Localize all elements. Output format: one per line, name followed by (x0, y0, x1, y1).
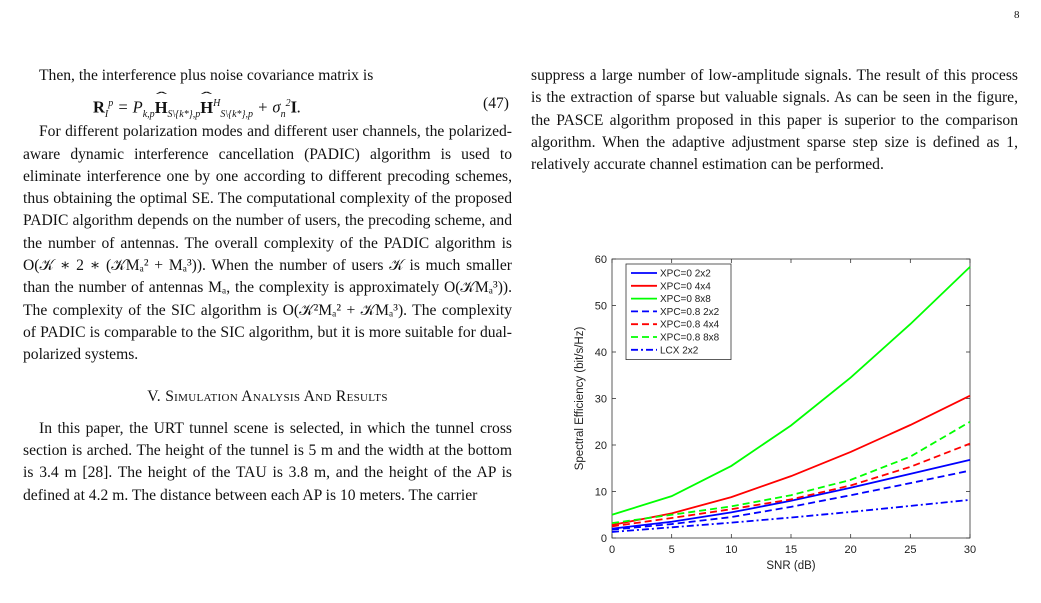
x-tick-label: 15 (785, 544, 797, 556)
equation-intro: Then, the interference plus noise covari… (39, 67, 374, 84)
equation-number: (47) (483, 95, 509, 113)
series-line-4 (611, 469, 971, 531)
legend-label: XPC=0.8 8x8 (660, 333, 720, 344)
equation-formula: RIp = Pk,pHS\{k*},pHHS\{k*},p + σn2I. (93, 93, 301, 126)
y-axis-label: Spectral Efficiency (bit/s/Hz) (574, 327, 586, 471)
legend-label: XPC=0 8x8 (660, 294, 711, 305)
x-tick-label: 25 (904, 544, 916, 556)
series-line-5 (611, 442, 971, 528)
series-line-2 (611, 394, 971, 526)
x-tick-label: 30 (964, 544, 976, 556)
results-paragraph: suppress a large number of low-amplitude… (531, 67, 1018, 174)
y-tick-label: 40 (595, 347, 607, 359)
legend-label: XPC=0 4x4 (660, 281, 711, 292)
spectral-efficiency-chart: 0 5 10 15 20 25 30 0 10 20 30 40 50 60 SNR (dB) Spectra… (574, 254, 976, 572)
legend-label: XPC=0 2x2 (660, 269, 711, 280)
legend-label: XPC=0.8 2x2 (660, 307, 720, 318)
page-number: 8 (1014, 9, 1020, 21)
legend-label: XPC=0.8 4x4 (660, 320, 720, 331)
equation-47: RIp = Pk,pHS\{k*},pHHS\{k*},p + σn2I. (4… (23, 87, 512, 121)
section-heading: V. Simulation Analysis And Results (147, 387, 388, 405)
series-line-3 (611, 266, 971, 516)
left-column: Then, the interference plus noise covari… (23, 65, 512, 507)
x-axis-label: SNR (dB) (766, 560, 815, 572)
right-column: suppress a large number of low-amplitude… (531, 65, 1018, 176)
legend-label: LCX 2x2 (660, 345, 699, 356)
y-tick-label: 0 (601, 533, 607, 545)
padic-paragraph: For different polarization modes and dif… (23, 123, 512, 364)
y-tick-label: 50 (595, 301, 607, 313)
y-tick-label: 20 (595, 440, 607, 452)
y-tick-label: 30 (595, 394, 607, 406)
y-tick-label: 60 (595, 254, 607, 266)
series-line-6 (611, 420, 971, 525)
series-line-1 (611, 459, 971, 530)
x-tick-label: 5 (669, 544, 675, 556)
x-tick-label: 20 (845, 544, 857, 556)
y-tick-label: 10 (595, 487, 607, 499)
x-tick-label: 10 (725, 544, 737, 556)
simulation-paragraph: In this paper, the URT tunnel scene is s… (23, 419, 512, 504)
spectral-efficiency-figure: 0 5 10 15 20 25 30 0 10 20 30 40 50 60 SNR (dB) Spectra… (566, 251, 986, 591)
x-tick-label: 0 (609, 544, 615, 556)
